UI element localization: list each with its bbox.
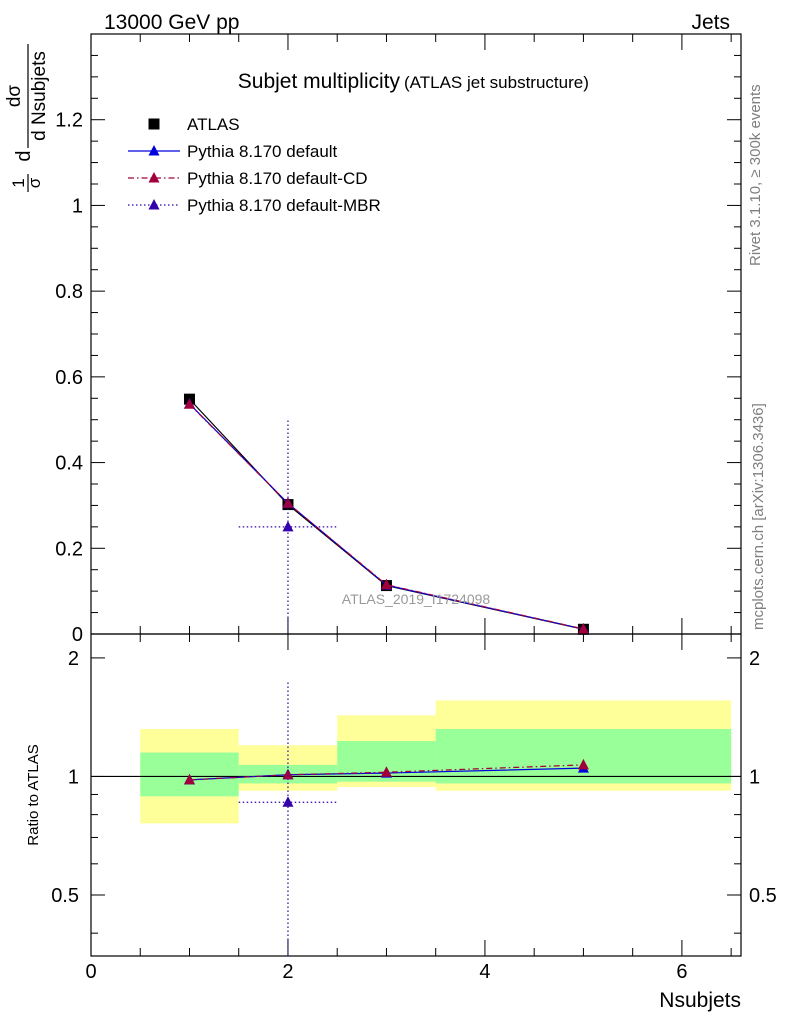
ratio-series-1 — [183, 758, 589, 785]
ratio-point — [380, 766, 392, 777]
legend-marker — [148, 199, 160, 210]
y-tick-label-right: 1 — [749, 766, 760, 788]
inner-band — [435, 728, 732, 784]
data-point — [380, 578, 392, 590]
y-tick-label-right: 0.5 — [749, 885, 777, 907]
ratio-point — [282, 796, 294, 807]
legend-label: Pythia 8.170 default-MBR — [187, 196, 381, 215]
legend-label: Pythia 8.170 default — [187, 142, 338, 161]
legend-marker — [148, 172, 160, 183]
series-2 — [183, 398, 589, 634]
ylabel-num: dσ — [4, 85, 25, 108]
y-tick-label: 2 — [68, 648, 79, 670]
ratio-frame — [90, 633, 742, 957]
side-mcplots-label: mcplots.cern.ch [arXiv:1306.3436] — [750, 403, 767, 630]
y-tick-label: 0.5 — [51, 885, 79, 907]
ratio-point — [183, 773, 195, 785]
chart-title: Subjet multiplicity — [238, 70, 401, 93]
y-tick-label: 0.2 — [55, 538, 83, 560]
ratio-point — [282, 768, 294, 780]
ratio-panel: 0.5 0.5 1 1 2 2 0 2 4 6 — [51, 633, 777, 983]
y-tick-label: 1.2 — [55, 110, 83, 132]
ylabel-frac-num: 1 — [9, 178, 28, 187]
y-tick-label: 0.4 — [55, 453, 83, 475]
ratio-series-2 — [238, 680, 338, 956]
y-tick-label: 0.8 — [55, 281, 83, 303]
header-right: Jets — [691, 11, 730, 34]
header-left: 13000 GeV pp — [104, 11, 239, 34]
legend-label: ATLAS — [187, 115, 240, 134]
data-point — [577, 622, 589, 634]
legend: ATLAS Pythia 8.170 default Pythia 8.170 de… — [128, 115, 381, 215]
x-tick-label: 4 — [479, 961, 490, 983]
main-ylabel: 1 σ d dσ d Nsubjets — [4, 44, 50, 192]
chart-subtitle: (ATLAS jet substructure) — [404, 73, 589, 92]
ratio-ylabel: Ratio to ATLAS — [25, 744, 42, 845]
x-tick-label: 2 — [282, 961, 293, 983]
legend-label: Pythia 8.170 default-CD — [187, 169, 368, 188]
legend-marker — [148, 145, 160, 156]
ylabel-d: d — [13, 150, 35, 161]
series-3 — [238, 419, 338, 634]
legend-marker — [148, 118, 160, 130]
ylabel-den: d Nsubjets — [29, 51, 50, 141]
y-tick-label-right: 2 — [749, 648, 760, 670]
x-tick-label: 6 — [676, 961, 687, 983]
ratio-line — [189, 767, 584, 781]
y-tick-label: 0.6 — [55, 367, 83, 389]
y-tick-label: 1 — [72, 195, 83, 217]
y-tick-label: 1 — [68, 766, 79, 788]
data-point — [282, 497, 294, 508]
ylabel-frac-den: σ — [25, 177, 44, 188]
analysis-watermark: ATLAS_2019_I1724098 — [342, 591, 491, 607]
x-axis-label: Nsubjets — [659, 989, 741, 1012]
x-tick-label: 0 — [85, 961, 96, 983]
data-point — [282, 520, 294, 532]
y-tick-label: 0 — [72, 624, 83, 646]
series-line — [189, 403, 584, 630]
ratio-point — [577, 758, 589, 770]
main-panel: 0 0.2 0.4 0.6 0.8 1 1.2 ATLAS Pythia 8.170 defau… — [55, 33, 742, 646]
side-rivet-label: Rivet 3.1.10, ≥ 300k events — [747, 84, 764, 266]
data-point — [183, 398, 195, 409]
